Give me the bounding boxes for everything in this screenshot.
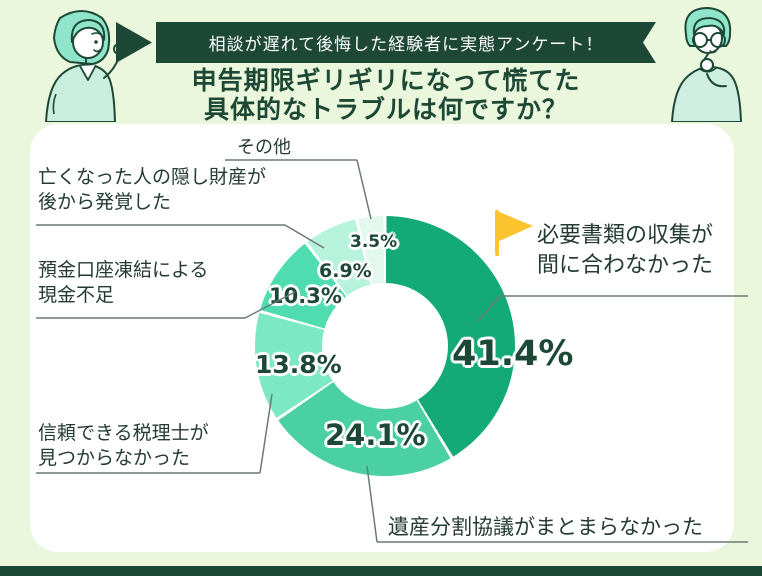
leader-hidden-diagonal (284, 224, 325, 249)
callout-estate-division: 遺産分割協議がまとまらなかった (388, 511, 703, 541)
leader-documents-diagonal (477, 295, 501, 322)
flag-icon (495, 210, 533, 256)
leader-taxaccountant-diagonal (259, 393, 273, 474)
donut-value-hiddenassets: 6.9% (319, 260, 372, 282)
title-line-2: 具体的なトラブルは何ですか？ (203, 95, 568, 124)
callout-frozen-line1: 預金口座凍結による (38, 259, 209, 281)
donut-value-taxaccountant: 13.8% (255, 350, 342, 379)
callout-documents-line1: 必要書類の収集が (537, 223, 714, 248)
leader-other-diagonal (356, 159, 372, 220)
callout-documents: 必要書類の収集が 間に合わなかった (537, 221, 713, 281)
donut-value-frozenaccount: 10.3% (269, 284, 342, 308)
callout-estate-text: 遺産分割協議がまとまらなかった (388, 515, 703, 539)
survey-question-title: 申告期限ギリギリになって慌てた 具体的なトラブルは何ですか？ (81, 66, 691, 124)
banner-text: 相談が遅れて後悔した経験者に実態アンケート！ (208, 35, 604, 55)
ribbon-left-tail (116, 22, 152, 63)
callout-hidden-assets: 亡くなった人の隠し財産が 後から発覚した (38, 165, 266, 215)
donut-value-estate: 24.1% (325, 418, 426, 452)
callout-tax-accountant: 信頼できる税理士が 見つからなかった (38, 421, 209, 471)
callout-hidden-line2: 後から発覚した (38, 191, 172, 213)
callout-documents-line2: 間に合わなかった (537, 253, 714, 278)
title-line-1: 申告期限ギリギリになって慌てた (191, 66, 581, 95)
callout-taxaccountant-line1: 信頼できる税理士が (38, 422, 209, 444)
man-thinking-illustration (670, 6, 743, 122)
callout-frozen-account: 預金口座凍結による 現金不足 (38, 258, 208, 308)
callout-hidden-line1: 亡くなった人の隠し財産が (38, 166, 267, 188)
callout-other: その他 (237, 133, 291, 159)
leader-estate-diagonal (366, 465, 378, 543)
footer-accent-bar (0, 566, 762, 576)
ribbon-banner (116, 22, 656, 63)
donut-value-other: 3.5% (350, 232, 398, 252)
callout-taxaccountant-line2: 見つからなかった (38, 447, 191, 469)
leader-frozen-diagonal (244, 291, 296, 319)
callout-other-text: その他 (237, 137, 291, 158)
donut-hole (322, 283, 448, 409)
donut-value-documents: 41.4% (452, 334, 574, 374)
callout-frozen-line2: 現金不足 (38, 284, 115, 306)
ribbon-band (156, 22, 656, 63)
